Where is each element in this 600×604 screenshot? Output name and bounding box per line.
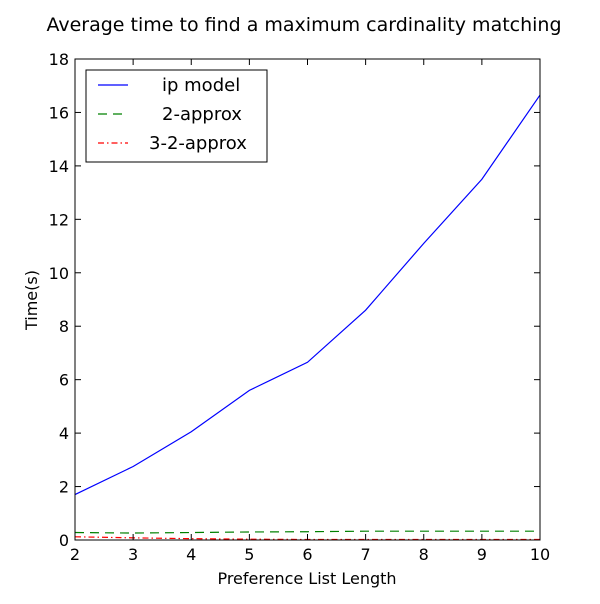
x-tick-label: 5 xyxy=(244,545,254,564)
x-tick-label: 8 xyxy=(419,545,429,564)
y-tick-label: 14 xyxy=(49,157,69,176)
y-tick-label: 6 xyxy=(59,371,69,390)
legend-label: 2-approx xyxy=(162,104,242,125)
y-tick-label: 16 xyxy=(49,103,69,122)
x-tick-label: 6 xyxy=(302,545,312,564)
y-tick-label: 10 xyxy=(49,264,69,283)
y-axis-label: Time(s) xyxy=(22,270,41,331)
y-tick-label: 12 xyxy=(49,210,69,229)
series-line-ip-model xyxy=(74,94,541,496)
x-tick-label: 7 xyxy=(361,545,371,564)
y-tick-label: 8 xyxy=(59,317,69,336)
legend: ip model 2-approx 3-2-approx xyxy=(85,69,268,163)
series-line-2-approx xyxy=(74,530,540,534)
x-tick-label: 2 xyxy=(70,545,80,564)
legend-label: 3-2-approx xyxy=(149,133,247,154)
y-tick-label: 18 xyxy=(49,50,69,69)
legend-label: ip model xyxy=(162,75,240,96)
chart-title: Average time to find a maximum cardinali… xyxy=(46,14,561,36)
y-tick-label: 2 xyxy=(59,478,69,497)
y-tick-label: 0 xyxy=(59,531,69,550)
x-tick-label: 4 xyxy=(186,545,196,564)
x-axis-label: Preference List Length xyxy=(217,569,396,588)
x-tick-label: 3 xyxy=(128,545,138,564)
x-tick-label: 9 xyxy=(477,545,487,564)
y-tick-label: 4 xyxy=(59,424,69,443)
x-tick-label: 10 xyxy=(530,545,550,564)
